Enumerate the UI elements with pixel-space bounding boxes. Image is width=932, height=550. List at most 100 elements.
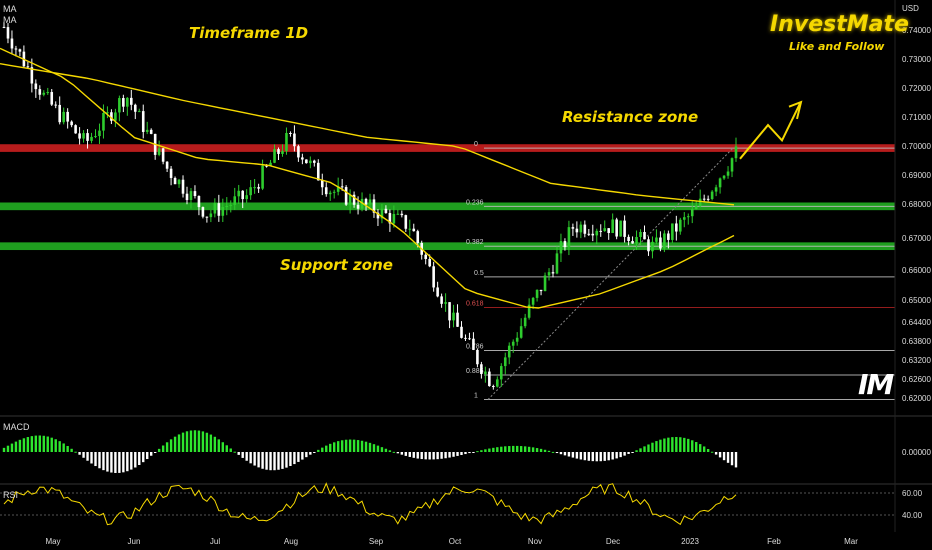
- candle-body: [106, 112, 109, 114]
- macd-bar: [46, 436, 49, 452]
- macd-bar: [404, 452, 408, 456]
- candle-body: [157, 148, 161, 155]
- macd-bar: [400, 452, 404, 455]
- candle-body: [356, 204, 360, 209]
- candle-body: [571, 227, 575, 229]
- candle-body: [563, 241, 567, 248]
- candle-body: [137, 111, 141, 113]
- candle-body: [34, 83, 38, 90]
- macd-bar: [508, 446, 511, 452]
- candle-body: [507, 345, 511, 358]
- macd-bar: [702, 446, 706, 452]
- candle-body: [149, 129, 153, 134]
- brand-subtitle: Like and Follow: [789, 40, 885, 53]
- candle-body: [114, 112, 117, 121]
- fib-label: 0.5: [474, 270, 484, 277]
- candle-body: [452, 312, 455, 321]
- macd-bar: [149, 452, 153, 456]
- candle-body: [448, 302, 451, 321]
- macd-bar: [496, 447, 499, 452]
- macd-bar: [332, 442, 336, 452]
- fib-label: 0.382: [466, 239, 484, 246]
- time-tick: Jul: [210, 537, 220, 546]
- candle-body: [273, 149, 276, 163]
- ma-slow-line: [0, 63, 735, 206]
- macd-bar: [667, 437, 670, 452]
- macd-bar: [500, 446, 503, 452]
- price-tick: 0.70000: [902, 142, 931, 151]
- candle-body: [118, 98, 121, 113]
- zone-support-2: [0, 242, 895, 251]
- candle-body: [14, 48, 18, 50]
- candle-body: [511, 341, 515, 346]
- macd-bar: [201, 431, 205, 452]
- candle-body: [332, 191, 336, 193]
- candle-body: [42, 92, 46, 95]
- macd-bar: [265, 452, 268, 470]
- macd-bar: [615, 452, 618, 459]
- candle-body: [464, 337, 467, 339]
- fib-label: 0.886: [466, 368, 484, 375]
- macd-bar: [380, 447, 384, 452]
- candle-body: [217, 203, 221, 216]
- candle-body: [456, 312, 459, 327]
- macd-bar: [388, 450, 392, 452]
- resistance-zone-label: Resistance zone: [562, 108, 699, 126]
- candle-body: [488, 371, 491, 387]
- candle-body: [686, 216, 690, 218]
- candle-body: [229, 204, 233, 206]
- macd-bar: [551, 451, 555, 453]
- candle-body: [424, 254, 427, 259]
- candle-body: [718, 178, 722, 188]
- candle-body: [305, 159, 308, 164]
- macd-bar: [241, 452, 244, 458]
- macd-bar: [193, 430, 197, 452]
- rsi-tick: 40.00: [902, 511, 923, 520]
- candle-body: [316, 162, 320, 181]
- macd-bar: [527, 446, 531, 452]
- candle-body: [595, 230, 599, 236]
- candle-body: [165, 161, 169, 169]
- macd-bar: [130, 452, 133, 470]
- time-tick: Aug: [284, 537, 298, 546]
- macd-bar: [412, 452, 415, 458]
- macd-bar: [110, 452, 113, 473]
- macd-bar: [543, 449, 547, 452]
- macd-bar: [368, 442, 372, 452]
- candle-body: [432, 266, 435, 288]
- macd-bar: [157, 448, 161, 452]
- time-tick: Sep: [369, 537, 384, 546]
- macd-bar: [683, 437, 686, 452]
- candle-body: [257, 187, 260, 189]
- macd-bar: [436, 452, 439, 460]
- candle-body: [567, 227, 571, 248]
- price-tick: 0.73000: [902, 55, 931, 64]
- candle-body: [599, 230, 603, 232]
- macd-bar: [261, 452, 264, 469]
- candle-body: [110, 112, 113, 121]
- candle-body: [730, 158, 734, 172]
- macd-bar: [253, 452, 256, 466]
- macd-bar: [285, 452, 288, 468]
- macd-bar: [102, 452, 105, 471]
- macd-bar: [579, 452, 583, 460]
- candle-body: [261, 165, 264, 189]
- candle-body: [643, 232, 646, 240]
- time-tick: Dec: [606, 537, 620, 546]
- price-tick: 0.63800: [902, 337, 931, 346]
- macd-bar: [209, 434, 213, 452]
- macd-bar: [464, 452, 467, 455]
- macd-bar: [432, 452, 435, 460]
- macd-bar: [647, 444, 650, 452]
- candle-body: [404, 215, 408, 229]
- candle-body: [74, 125, 77, 134]
- candle-body: [197, 196, 201, 208]
- macd-bar: [627, 452, 630, 454]
- macd-bar: [655, 441, 658, 452]
- macd-bar: [340, 440, 344, 452]
- macd-bar: [273, 452, 276, 471]
- candle-body: [6, 27, 10, 39]
- macd-bar: [94, 452, 97, 467]
- candle-body: [690, 209, 694, 217]
